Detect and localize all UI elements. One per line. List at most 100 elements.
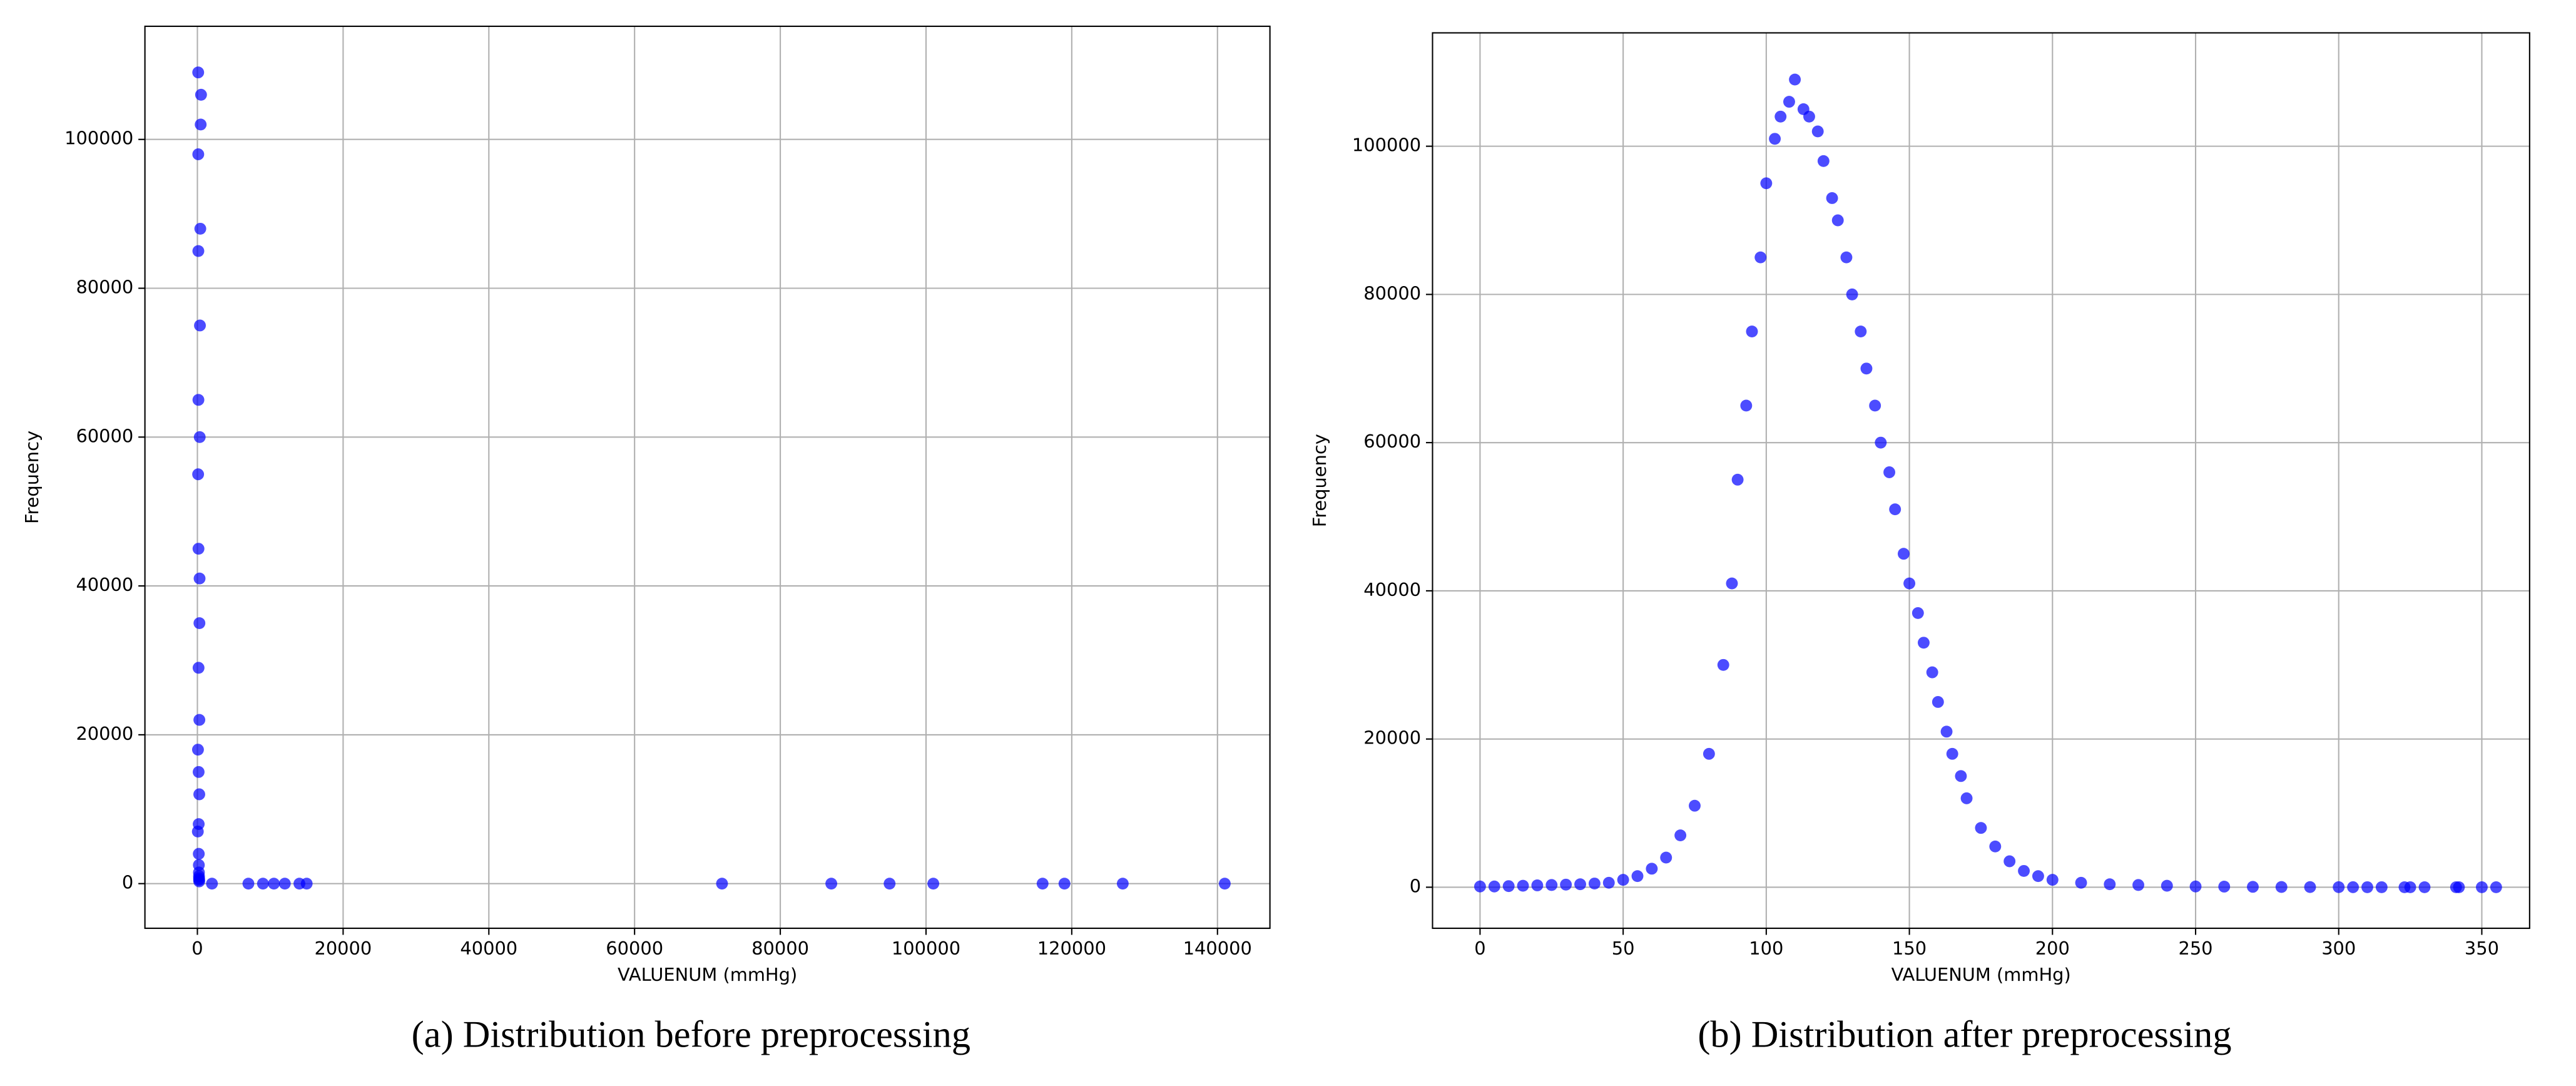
- point: [278, 878, 291, 890]
- point: [193, 848, 205, 860]
- point: [1889, 503, 1901, 516]
- point: [1058, 878, 1071, 890]
- point: [2161, 879, 2173, 892]
- point: [192, 394, 205, 406]
- point: [1817, 155, 1830, 167]
- point: [1897, 548, 1910, 560]
- x-tick-label: 60000: [606, 938, 663, 959]
- point: [1036, 878, 1049, 890]
- point: [2046, 874, 2059, 886]
- point: [1116, 878, 1129, 890]
- point: [2304, 881, 2316, 893]
- point: [2032, 870, 2044, 883]
- point: [1602, 876, 1615, 889]
- point: [1502, 880, 1515, 893]
- point: [194, 319, 206, 332]
- point: [2247, 881, 2259, 893]
- point: [1940, 725, 1953, 738]
- point: [206, 878, 218, 890]
- point: [1731, 473, 1744, 486]
- point: [1960, 792, 1973, 804]
- point: [192, 245, 205, 257]
- point: [194, 222, 206, 235]
- caption: (b) Distribution after preprocessing: [1698, 1014, 2231, 1056]
- point: [2218, 881, 2231, 893]
- x-tick-label: 0: [1474, 938, 1485, 959]
- y-tick-label: 0: [122, 872, 133, 893]
- point: [1989, 840, 2002, 853]
- point: [1531, 879, 1544, 891]
- point: [1488, 880, 1500, 893]
- point: [1918, 637, 1930, 649]
- point: [927, 878, 940, 890]
- point: [193, 572, 206, 585]
- point: [1726, 577, 1738, 590]
- point: [1826, 192, 1838, 204]
- point: [1955, 770, 1967, 782]
- point: [1975, 822, 1987, 834]
- point: [1754, 251, 1767, 264]
- y-axis-label: Frequency: [1309, 434, 1330, 527]
- x-axis-label: VALUENUM (mmHg): [1891, 964, 2071, 985]
- y-tick-label: 0: [1410, 875, 1421, 896]
- point: [192, 543, 205, 555]
- caption: (a) Distribution before preprocessing: [412, 1014, 970, 1056]
- point: [883, 878, 896, 890]
- y-tick-label: 100000: [1352, 135, 1421, 156]
- point: [1912, 607, 1924, 619]
- point: [1689, 799, 1701, 812]
- point: [2018, 864, 2030, 877]
- point: [195, 88, 207, 101]
- point: [1769, 133, 1781, 145]
- x-tick-label: 140000: [1183, 938, 1252, 959]
- point: [1783, 96, 1795, 108]
- point: [2361, 881, 2373, 893]
- point: [1717, 658, 1729, 671]
- point: [191, 744, 204, 756]
- point: [1660, 851, 1672, 864]
- point: [825, 878, 838, 890]
- point: [1846, 288, 1858, 300]
- x-tick-label: 200: [2035, 938, 2070, 959]
- point: [1588, 878, 1601, 889]
- x-tick-label: 100: [1749, 938, 1783, 959]
- point: [268, 878, 280, 890]
- point: [1545, 879, 1558, 891]
- point: [2275, 881, 2288, 893]
- point: [1831, 214, 1844, 227]
- point: [192, 148, 205, 160]
- y-tick-label: 20000: [1363, 727, 1421, 749]
- point: [300, 878, 313, 890]
- x-tick-label: 20000: [314, 938, 372, 959]
- point: [2003, 855, 2016, 868]
- y-tick-label: 80000: [1363, 282, 1421, 304]
- point: [2476, 881, 2488, 893]
- point: [1703, 747, 1715, 760]
- point: [1875, 436, 1887, 449]
- point: [1869, 399, 1881, 412]
- x-tick-label: 250: [2178, 938, 2212, 959]
- y-tick-label: 40000: [76, 574, 133, 595]
- plot-frame: [144, 25, 1271, 930]
- point: [193, 714, 206, 726]
- point: [1746, 325, 1758, 338]
- plot-frame: [1432, 32, 2530, 930]
- point: [193, 617, 206, 629]
- point: [1855, 325, 1867, 338]
- point: [1840, 251, 1853, 264]
- point: [1926, 666, 1938, 679]
- point: [2104, 878, 2116, 891]
- point: [1774, 110, 1787, 123]
- point: [1740, 399, 1753, 412]
- y-tick-label: 60000: [76, 425, 133, 446]
- point: [1811, 125, 1824, 138]
- point: [192, 66, 205, 79]
- y-tick-label: 60000: [1363, 431, 1421, 452]
- point: [1932, 696, 1944, 708]
- point: [2404, 881, 2416, 893]
- x-tick-label: 350: [2465, 938, 2499, 959]
- point: [192, 468, 205, 481]
- x-tick-label: 100000: [892, 938, 960, 959]
